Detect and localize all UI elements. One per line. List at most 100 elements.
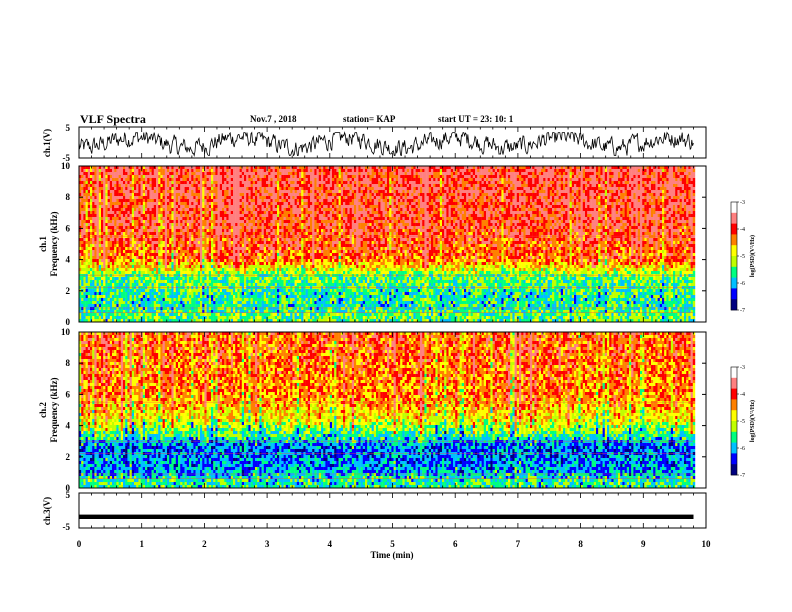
spectrogram-cell <box>206 181 209 185</box>
spectrogram-cell <box>272 166 275 170</box>
spectrogram-cell <box>114 283 117 287</box>
spectrogram-cell <box>127 220 130 224</box>
spectrogram-cell <box>87 223 91 227</box>
spectrogram-cell <box>153 211 157 215</box>
spectrogram-cell <box>206 250 209 254</box>
spectrogram-cell <box>222 280 225 284</box>
spectrogram-cell <box>226 217 229 221</box>
spectrogram-cell <box>222 259 225 263</box>
spectrogram-cell <box>230 178 234 182</box>
spectrogram-cell <box>270 241 273 245</box>
spectrogram-cell <box>193 271 196 275</box>
spectrogram-cell <box>239 247 242 251</box>
spectrogram-cell <box>206 193 209 197</box>
spectrogram-cell <box>266 232 269 236</box>
spectrogram-cell <box>204 214 207 218</box>
spectrogram-cell <box>138 214 141 218</box>
spectrogram-cell <box>206 202 209 206</box>
spectrogram-cell <box>272 196 275 200</box>
spectrogram-cell <box>283 307 286 311</box>
spectrogram-cell <box>149 301 152 305</box>
spectrogram-cell <box>252 190 256 194</box>
spectrogram-cell <box>230 259 234 263</box>
spectrogram-cell <box>162 295 165 299</box>
spectrogram-cell <box>266 226 269 230</box>
spectrogram-cell <box>173 199 176 203</box>
spectrogram-cell <box>90 274 93 278</box>
spectrogram-cell <box>193 250 196 254</box>
spectrogram-cell <box>178 313 181 317</box>
spectrogram-cell <box>114 190 117 194</box>
spectrogram-cell <box>228 172 231 176</box>
spectrogram-cell <box>233 253 236 257</box>
spectrogram-cell <box>175 193 179 197</box>
spectrogram-cell <box>129 229 132 233</box>
spectrogram-cell <box>90 292 93 296</box>
spectrogram-cell <box>272 253 275 257</box>
spectrogram-cell <box>114 166 117 170</box>
spectrogram-cell <box>112 310 115 314</box>
spectrogram-cell <box>116 220 119 224</box>
spectrogram-cell <box>263 175 267 179</box>
spectrogram-cell <box>151 292 154 296</box>
spectrogram-cell <box>211 265 214 269</box>
spectrogram-cell <box>285 187 289 191</box>
spectrogram-cell <box>197 271 201 275</box>
spectrogram-cell <box>228 271 231 275</box>
spectrogram-cell <box>107 187 110 191</box>
spectrogram-cell <box>114 229 117 233</box>
spectrogram-cell <box>195 295 198 299</box>
spectrogram-cell <box>261 316 264 320</box>
spectrogram-cell <box>202 298 205 302</box>
spectrogram-cell <box>189 244 192 248</box>
spectrogram-cell <box>98 307 102 311</box>
spectrogram-cell <box>239 172 242 176</box>
spectrogram-cell <box>283 169 286 173</box>
spectrogram-cell <box>206 166 209 170</box>
spectrogram-cell <box>178 262 181 266</box>
spectrogram-cell <box>103 211 106 215</box>
spectrogram-cell <box>101 250 104 254</box>
spectrogram-cell <box>281 241 284 245</box>
spectrogram-cell <box>226 262 229 266</box>
spectrogram-cell <box>257 256 260 260</box>
spectrogram-cell <box>279 256 282 260</box>
spectrogram-cell <box>136 304 139 308</box>
spectrogram-cell <box>270 208 273 212</box>
spectrogram-cell <box>116 187 119 191</box>
spectrogram-cell <box>235 238 238 242</box>
spectrogram-cell <box>140 244 143 248</box>
spectrogram-cell <box>255 319 258 323</box>
spectrogram-cell <box>237 319 240 323</box>
spectrogram-cell <box>213 301 216 305</box>
spectrogram-cell <box>145 187 148 191</box>
spectrogram-cell <box>257 214 260 218</box>
spectrogram-cell <box>92 196 95 200</box>
spectrogram-cell <box>239 310 242 314</box>
spectrogram-cell <box>116 166 119 170</box>
spectrogram-cell <box>191 313 194 317</box>
spectrogram-cell <box>151 277 154 281</box>
spectrogram-cell <box>79 271 82 275</box>
spectrogram-cell <box>200 202 203 206</box>
spectrogram-cell <box>85 301 88 305</box>
spectrogram-cell <box>281 199 284 203</box>
spectrogram-cell <box>158 316 161 320</box>
spectrogram-cell <box>257 280 260 284</box>
spectrogram-cell <box>237 172 240 176</box>
spectrogram-cell <box>98 262 102 266</box>
spectrogram-cell <box>189 208 192 212</box>
spectrogram-cell <box>250 235 253 239</box>
spectrogram-cell <box>272 241 275 245</box>
spectrogram-cell <box>101 304 104 308</box>
spectrogram-cell <box>200 298 203 302</box>
spectrogram-cell <box>92 202 95 206</box>
spectrogram-cell <box>85 181 88 185</box>
spectrogram-cell <box>202 226 205 230</box>
spectrogram-cell <box>173 298 176 302</box>
spectrogram-cell <box>114 178 117 182</box>
spectrogram-cell <box>259 277 262 281</box>
spectrogram-cell <box>186 292 190 296</box>
spectrogram-cell <box>175 232 179 236</box>
spectrogram-cell <box>197 304 201 308</box>
